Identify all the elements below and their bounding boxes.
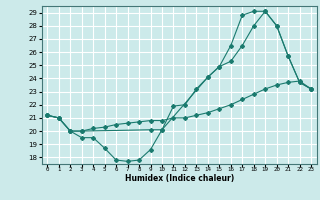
X-axis label: Humidex (Indice chaleur): Humidex (Indice chaleur) bbox=[124, 174, 234, 183]
